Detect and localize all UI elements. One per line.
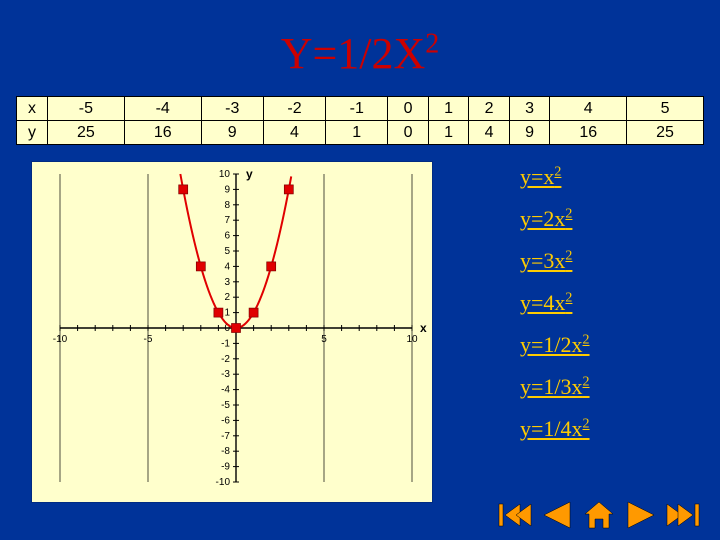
table-cell: 1 [326,121,388,145]
link-y-4x2[interactable]: y=4x2 [520,290,690,316]
table-cell: 0 [388,97,428,121]
row-header-x: x [17,97,48,121]
svg-text:6: 6 [224,231,230,242]
svg-text:3: 3 [224,277,230,288]
svg-text:5: 5 [224,246,230,257]
link-label: y=x [520,164,554,189]
table-cell: 4 [469,121,509,145]
table-cell: 5 [627,97,704,121]
svg-text:-6: -6 [221,415,230,426]
svg-text:8: 8 [224,200,230,211]
table-row: x -5 -4 -3 -2 -1 0 1 2 3 4 5 [17,97,704,121]
arrow-icon [544,502,570,528]
svg-text:1: 1 [224,308,230,319]
svg-text:-1: -1 [221,338,230,349]
table-cell: -5 [48,97,125,121]
home-icon [585,502,613,528]
title-main: Y=1/2X [281,29,426,78]
link-y-3x2[interactable]: y=3x2 [520,248,690,274]
nav-next-icon[interactable] [624,500,658,530]
svg-text:10: 10 [406,334,418,345]
link-label: y=1/4x [520,416,583,441]
xy-table: x -5 -4 -3 -2 -1 0 1 2 3 4 5 y 25 16 9 4… [16,96,704,145]
link-y-third-x2[interactable]: y=1/3x2 [520,374,690,400]
link-y-half-x2[interactable]: y=1/2x2 [520,332,690,358]
svg-text:-4: -4 [221,385,230,396]
svg-text:-3: -3 [221,369,230,380]
svg-text:-10: -10 [53,334,68,345]
table-cell: -2 [263,97,325,121]
svg-text:x: x [420,321,427,335]
table-cell: 9 [509,121,549,145]
slide-title: Y=1/2X2 [0,28,720,79]
table-row: y 25 16 9 4 1 0 1 4 9 16 25 [17,121,704,145]
arrow-icon [678,504,693,526]
svg-text:9: 9 [224,184,230,195]
link-sup: 2 [565,207,572,222]
table-cell: -4 [124,97,201,121]
table-cell: 2 [469,97,509,121]
nav-home-icon[interactable] [582,500,616,530]
nav-bar [498,500,700,530]
svg-text:-9: -9 [221,462,230,473]
table-cell: 3 [509,97,549,121]
link-y-quarter-x2[interactable]: y=1/4x2 [520,416,690,442]
table-cell: 25 [627,121,704,145]
svg-text:7: 7 [224,215,230,226]
table-cell: 16 [124,121,201,145]
link-y-2x2[interactable]: y=2x2 [520,206,690,232]
row-header-y: y [17,121,48,145]
link-label: y=1/2x [520,332,583,357]
table-cell: 9 [201,121,263,145]
title-sup: 2 [425,28,439,59]
svg-text:4: 4 [224,261,230,272]
equation-links: y=x2 y=2x2 y=3x2 y=4x2 y=1/2x2 y=1/3x2 y… [520,164,690,458]
table-cell: 1 [428,97,468,121]
link-label: y=2x [520,206,565,231]
link-label: y=1/3x [520,374,583,399]
table-cell: 1 [428,121,468,145]
table-cell: 16 [550,121,627,145]
table-cell: 0 [388,121,428,145]
nav-last-icon[interactable] [666,500,700,530]
slide: Y=1/2X2 x -5 -4 -3 -2 -1 0 1 2 3 4 5 y 2… [0,0,720,540]
table-cell: 4 [550,97,627,121]
svg-text:2: 2 [224,292,230,303]
svg-text:-5: -5 [144,334,153,345]
svg-text:10: 10 [219,169,231,180]
table-cell: -3 [201,97,263,121]
svg-text:-10: -10 [216,477,231,488]
link-label: y=4x [520,290,565,315]
link-sup: 2 [565,291,572,306]
link-sup: 2 [583,417,590,432]
table-cell: 25 [48,121,125,145]
table-cell: 4 [263,121,325,145]
link-sup: 2 [565,249,572,264]
parabola-chart: -10 -5 5 10 -10 -9 -8 -7 -6 -5 -4 -3 -2 -1 1 2 3 4 5 6 7 8 9 10… [32,162,432,502]
svg-text:-2: -2 [221,354,230,365]
link-sup: 2 [554,165,561,180]
link-y-x2[interactable]: y=x2 [520,164,690,190]
arrow-icon [628,502,654,528]
svg-text:y: y [246,167,253,181]
svg-text:5: 5 [321,334,327,345]
nav-first-icon[interactable] [498,500,532,530]
svg-text:-7: -7 [221,431,230,442]
chart-svg: -10 -5 5 10 -10 -9 -8 -7 -6 -5 -4 -3 -2 -1 1 2 3 4 5 6 7 8 9 10… [32,162,432,502]
link-sup: 2 [583,375,590,390]
table-cell: -1 [326,97,388,121]
bar [499,504,503,526]
svg-text:-8: -8 [221,446,230,457]
link-label: y=3x [520,248,565,273]
nav-prev-icon[interactable] [540,500,574,530]
link-sup: 2 [583,333,590,348]
svg-text:-5: -5 [221,400,230,411]
bar [695,504,699,526]
